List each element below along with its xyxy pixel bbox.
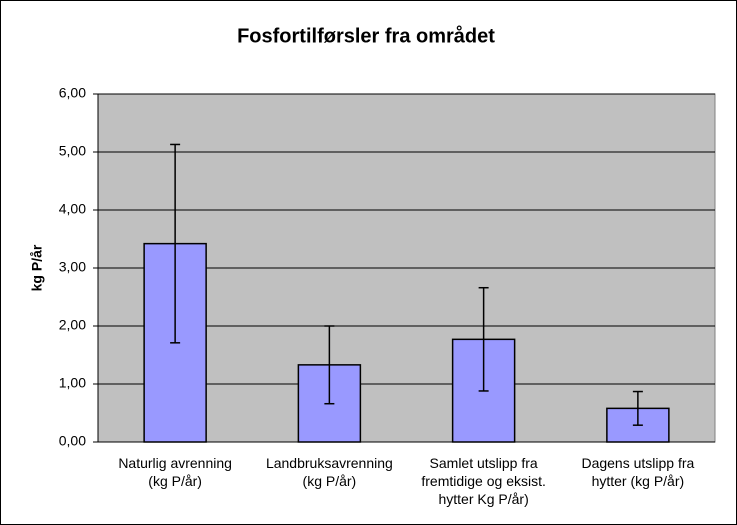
y-tick-label: 3,00 (59, 259, 86, 275)
error-bar (632, 390, 643, 426)
y-tick-label: 4,00 (59, 201, 86, 217)
y-tick-label: 1,00 (59, 375, 86, 391)
chart-title: Fosfortilførsler fra området (237, 24, 495, 47)
y-axis-label: kg P/år (29, 244, 45, 291)
y-tick-label: 2,00 (59, 317, 86, 333)
y-tick-label: 0,00 (59, 433, 86, 449)
x-tick-label: Naturlig avrenning (kg P/år) (118, 455, 232, 489)
error-bar (324, 325, 335, 405)
y-tick-label: 5,00 (59, 143, 86, 159)
x-tick-label: Landbruksavrenning (kg P/år) (265, 455, 393, 489)
y-tick-label: 6,00 (59, 85, 86, 101)
error-bar (478, 286, 489, 392)
error-bar (170, 143, 181, 344)
x-tick-label: Dagens utslipp fra hytter (kg P/år) (581, 455, 695, 489)
x-tick-label: Samlet utslipp fra fremtidige og eksist.… (421, 455, 546, 507)
